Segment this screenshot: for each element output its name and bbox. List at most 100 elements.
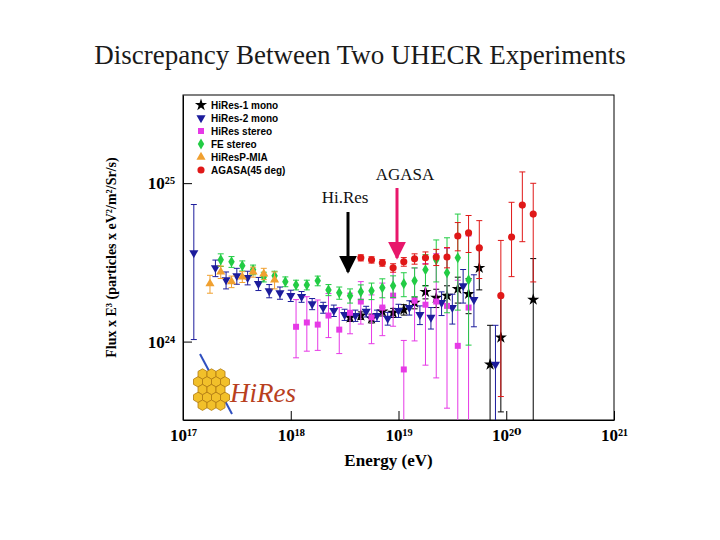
marker (216, 267, 225, 275)
marker (411, 255, 418, 262)
x-axis-line (184, 420, 615, 421)
error-bar (492, 325, 498, 420)
marker (411, 275, 417, 286)
marker (249, 267, 258, 275)
marker (347, 310, 353, 316)
marker (227, 276, 236, 284)
error-bar (325, 294, 331, 338)
marker (454, 232, 461, 239)
marker (368, 256, 375, 263)
error-bar (369, 257, 375, 263)
y-axis: 10²⁴10²⁵ (148, 96, 192, 421)
error-bar (412, 254, 418, 264)
error-bar (390, 270, 396, 327)
x-tick-label: 10²⁰ (492, 426, 522, 445)
marker (315, 322, 321, 328)
error-bar (433, 249, 439, 265)
marker (239, 260, 245, 271)
error-bar (379, 279, 385, 298)
marker (390, 280, 396, 291)
marker (527, 293, 539, 305)
logo-hexagon (216, 400, 225, 410)
annotation-arrow (347, 212, 350, 272)
legend-entry: AGASA(45 deg) (197, 165, 285, 176)
marker (383, 316, 392, 324)
marker (476, 244, 483, 251)
marker (394, 308, 403, 316)
error-bar (390, 264, 396, 272)
marker (465, 274, 471, 285)
marker (469, 297, 478, 305)
annotation-arrow (396, 188, 399, 258)
marker (390, 264, 397, 271)
x-axis-title: Energy (eV) (344, 451, 432, 470)
legend-label: FE stereo (211, 139, 257, 150)
marker (293, 324, 299, 330)
error-bar (530, 183, 536, 282)
error-bar (444, 238, 450, 313)
y-tick-label: 10²⁵ (148, 174, 175, 193)
error-bar (315, 300, 321, 350)
x-tick-label: 10¹⁹ (385, 426, 412, 445)
marker (218, 254, 224, 265)
marker (358, 286, 364, 297)
legend-label: HiResP-MIA (211, 152, 268, 163)
error-bar (390, 276, 396, 298)
error-bar (401, 273, 407, 297)
x-tick-label: 10¹⁸ (278, 426, 305, 445)
marker (401, 366, 407, 372)
annotations: AGASAHi.Res (322, 165, 435, 272)
legend-entry: HiRes-2 mono (196, 113, 278, 124)
x-tick-mark (506, 411, 507, 420)
error-bar (336, 308, 342, 354)
marker (455, 343, 461, 349)
logo-hexagon (198, 400, 207, 410)
error-bar (530, 259, 536, 420)
marker (401, 278, 407, 289)
annotation-text: Hi.Res (322, 188, 369, 207)
error-bar (315, 276, 321, 286)
error-bar (325, 285, 331, 296)
marker (379, 282, 385, 293)
marker (347, 290, 353, 301)
marker (459, 283, 468, 291)
marker (325, 284, 331, 295)
y-axis-title: Flux x E³ (particles x eV²/m²/Sr/s) (104, 157, 120, 358)
x-tick-mark (614, 411, 615, 420)
title: Discrepancy Between Two UHECR Experiment… (94, 40, 625, 70)
error-bar (412, 268, 418, 297)
error-bar (336, 287, 342, 299)
marker (368, 285, 374, 296)
legend-label: HiRes stereo (211, 126, 272, 137)
marker (455, 252, 461, 263)
error-bar (218, 254, 224, 267)
marker (379, 305, 385, 311)
legend-entry: HiResP-MIA (196, 152, 267, 163)
error-bar (498, 240, 504, 396)
error-bar (412, 268, 418, 341)
marker (433, 299, 439, 305)
marker (297, 294, 306, 302)
error-bar (476, 221, 482, 279)
series (357, 172, 537, 397)
marker (304, 279, 310, 290)
marker (491, 362, 500, 370)
legend-entry: HiRes-1 mono (195, 99, 278, 111)
marker (443, 253, 450, 260)
marker (508, 233, 515, 240)
error-bar (455, 214, 461, 310)
x-tick: 10²¹ (601, 411, 628, 445)
marker (275, 290, 284, 298)
error-bar (422, 252, 428, 264)
error-bar (282, 277, 288, 287)
series (293, 236, 472, 420)
marker (405, 305, 414, 313)
y-axis-line (183, 96, 184, 421)
error-bar (422, 255, 428, 286)
marker (304, 319, 310, 325)
marker (308, 301, 317, 309)
error-bar (379, 260, 385, 267)
error-bar (358, 255, 364, 261)
error-bar (358, 285, 364, 300)
error-bar (455, 223, 461, 251)
